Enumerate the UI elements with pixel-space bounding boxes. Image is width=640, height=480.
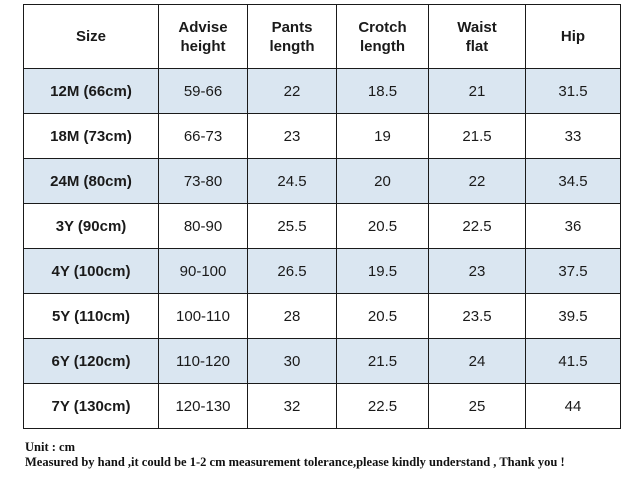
cell-size: 12M (66cm) [23,68,159,114]
cell-advise-height: 80-90 [158,203,248,249]
cell-waist-flat: 25 [428,383,526,429]
cell-hip: 34.5 [525,158,621,204]
cell-size: 7Y (130cm) [23,383,159,429]
cell-crotch-length: 19 [336,113,429,159]
cell-pants-length: 32 [247,383,337,429]
notes-block: Unit : cm Measured by hand ,it could be … [25,440,565,470]
cell-crotch-length: 20 [336,158,429,204]
cell-hip: 41.5 [525,338,621,384]
cell-size: 4Y (100cm) [23,248,159,294]
cell-size: 24M (80cm) [23,158,159,204]
cell-pants-length: 25.5 [247,203,337,249]
cell-pants-length: 28 [247,293,337,339]
cell-waist-flat: 23.5 [428,293,526,339]
header-crotch-length: Crotch length [336,4,429,69]
cell-advise-height: 110-120 [158,338,248,384]
cell-waist-flat: 24 [428,338,526,384]
cell-size: 18M (73cm) [23,113,159,159]
cell-hip: 39.5 [525,293,621,339]
cell-waist-flat: 23 [428,248,526,294]
cell-waist-flat: 21.5 [428,113,526,159]
table-row: 5Y (110cm) 100-110 28 20.5 23.5 39.5 [23,293,621,339]
cell-crotch-length: 18.5 [336,68,429,114]
cell-pants-length: 22 [247,68,337,114]
table-row: 4Y (100cm) 90-100 26.5 19.5 23 37.5 [23,248,621,294]
cell-hip: 44 [525,383,621,429]
cell-advise-height: 100-110 [158,293,248,339]
table-row: 18M (73cm) 66-73 23 19 21.5 33 [23,113,621,159]
cell-advise-height: 120-130 [158,383,248,429]
cell-waist-flat: 22 [428,158,526,204]
cell-crotch-length: 22.5 [336,383,429,429]
header-pants-length: Pants length [247,4,337,69]
cell-size: 5Y (110cm) [23,293,159,339]
header-waist-flat: Waist flat [428,4,526,69]
cell-crotch-length: 20.5 [336,293,429,339]
cell-pants-length: 26.5 [247,248,337,294]
table-row: 6Y (120cm) 110-120 30 21.5 24 41.5 [23,338,621,384]
cell-advise-height: 59-66 [158,68,248,114]
header-size: Size [23,4,159,69]
table-row: 7Y (130cm) 120-130 32 22.5 25 44 [23,383,621,429]
cell-hip: 33 [525,113,621,159]
size-chart-table: Size Advise height Pants length Crotch leng… [23,4,621,429]
header-hip: Hip [525,4,621,69]
cell-size: 3Y (90cm) [23,203,159,249]
cell-crotch-length: 19.5 [336,248,429,294]
cell-waist-flat: 21 [428,68,526,114]
cell-hip: 31.5 [525,68,621,114]
cell-waist-flat: 22.5 [428,203,526,249]
cell-crotch-length: 21.5 [336,338,429,384]
cell-size: 6Y (120cm) [23,338,159,384]
cell-advise-height: 66-73 [158,113,248,159]
cell-hip: 36 [525,203,621,249]
table-header-row: Size Advise height Pants length Crotch leng… [23,4,621,69]
unit-note: Unit : cm [25,440,75,454]
cell-advise-height: 90-100 [158,248,248,294]
cell-pants-length: 30 [247,338,337,384]
table-row: 24M (80cm) 73-80 24.5 20 22 34.5 [23,158,621,204]
cell-hip: 37.5 [525,248,621,294]
table-row: 3Y (90cm) 80-90 25.5 20.5 22.5 36 [23,203,621,249]
cell-crotch-length: 20.5 [336,203,429,249]
cell-pants-length: 24.5 [247,158,337,204]
tolerance-note: Measured by hand ,it could be 1-2 cm mea… [25,455,565,469]
table-row: 12M (66cm) 59-66 22 18.5 21 31.5 [23,68,621,114]
header-advise-height: Advise height [158,4,248,69]
cell-pants-length: 23 [247,113,337,159]
cell-advise-height: 73-80 [158,158,248,204]
table-body: 12M (66cm) 59-66 22 18.5 21 31.5 18M (73cm) 66-… [23,68,621,429]
